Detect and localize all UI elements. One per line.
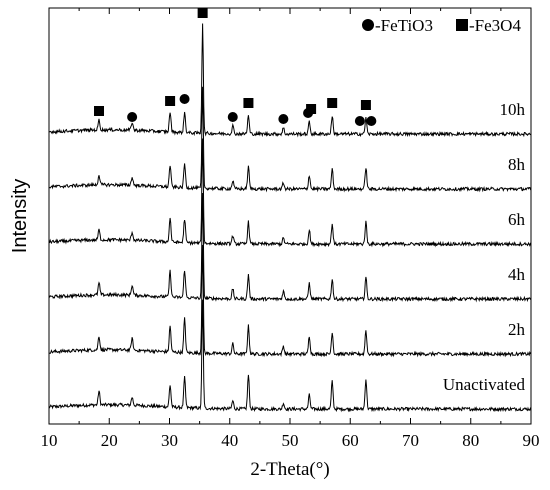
trace-6h: [48, 138, 532, 248]
trace-label: Unactivated: [443, 375, 526, 394]
fe3o4-peak-marker: [243, 98, 254, 108]
trace-label: 4h: [508, 265, 526, 284]
peak-markers-group: [94, 8, 377, 126]
fe3o4-peak-marker: [360, 100, 371, 110]
legend-circle-icon: [362, 19, 374, 31]
legend: -FeTiO3 -Fe3O4: [362, 16, 521, 35]
trace-2h: [48, 244, 532, 358]
fe3o4-peak-marker: [165, 96, 176, 106]
fe3o4-peak-marker: [306, 104, 317, 114]
x-tick-label: 70: [402, 431, 419, 450]
fetio3-peak-marker: [366, 116, 377, 126]
fe3o4-peak-marker: [197, 8, 208, 18]
x-tick-label: 30: [161, 431, 178, 450]
x-tick-label: 90: [523, 431, 540, 450]
x-axis-label: 2-Theta(°): [250, 459, 329, 480]
fetio3-peak-marker: [278, 114, 289, 124]
trace-label: 8h: [508, 155, 526, 174]
fetio3-peak-marker: [127, 112, 138, 122]
x-tick-label: 40: [221, 431, 238, 450]
fetio3-peak-marker: [227, 112, 238, 122]
fetio3-peak-marker: [179, 94, 190, 104]
fe3o4-peak-marker: [94, 106, 105, 116]
trace-10h: [48, 23, 532, 138]
fetio3-peak-marker: [354, 116, 365, 126]
x-ticks-group: 10 20 30 40 50 60 70 80 90: [41, 8, 540, 450]
x-tick-label: 60: [342, 431, 359, 450]
legend-label: -Fe3O4: [469, 16, 521, 35]
legend-label: -FeTiO3: [375, 16, 433, 35]
fetio3-peak-marker: [303, 108, 314, 118]
trace-label: 2h: [508, 320, 526, 339]
x-tick-label: 10: [41, 431, 58, 450]
traces-group: Unactivated 2h 4h 6h 8h 10h: [48, 23, 532, 413]
trace-8h: [48, 86, 532, 193]
trace-4h: [48, 192, 532, 303]
trace-unactivated: [48, 299, 532, 413]
plot-frame: [48, 7, 532, 425]
y-axis-label: Intensity: [9, 179, 31, 253]
trace-label: 10h: [500, 100, 526, 119]
x-tick-label: 50: [282, 431, 299, 450]
legend-square-icon: [456, 19, 468, 31]
x-tick-label: 20: [101, 431, 118, 450]
fe3o4-peak-marker: [327, 98, 338, 108]
x-tick-label: 80: [462, 431, 479, 450]
trace-label: 6h: [508, 210, 526, 229]
